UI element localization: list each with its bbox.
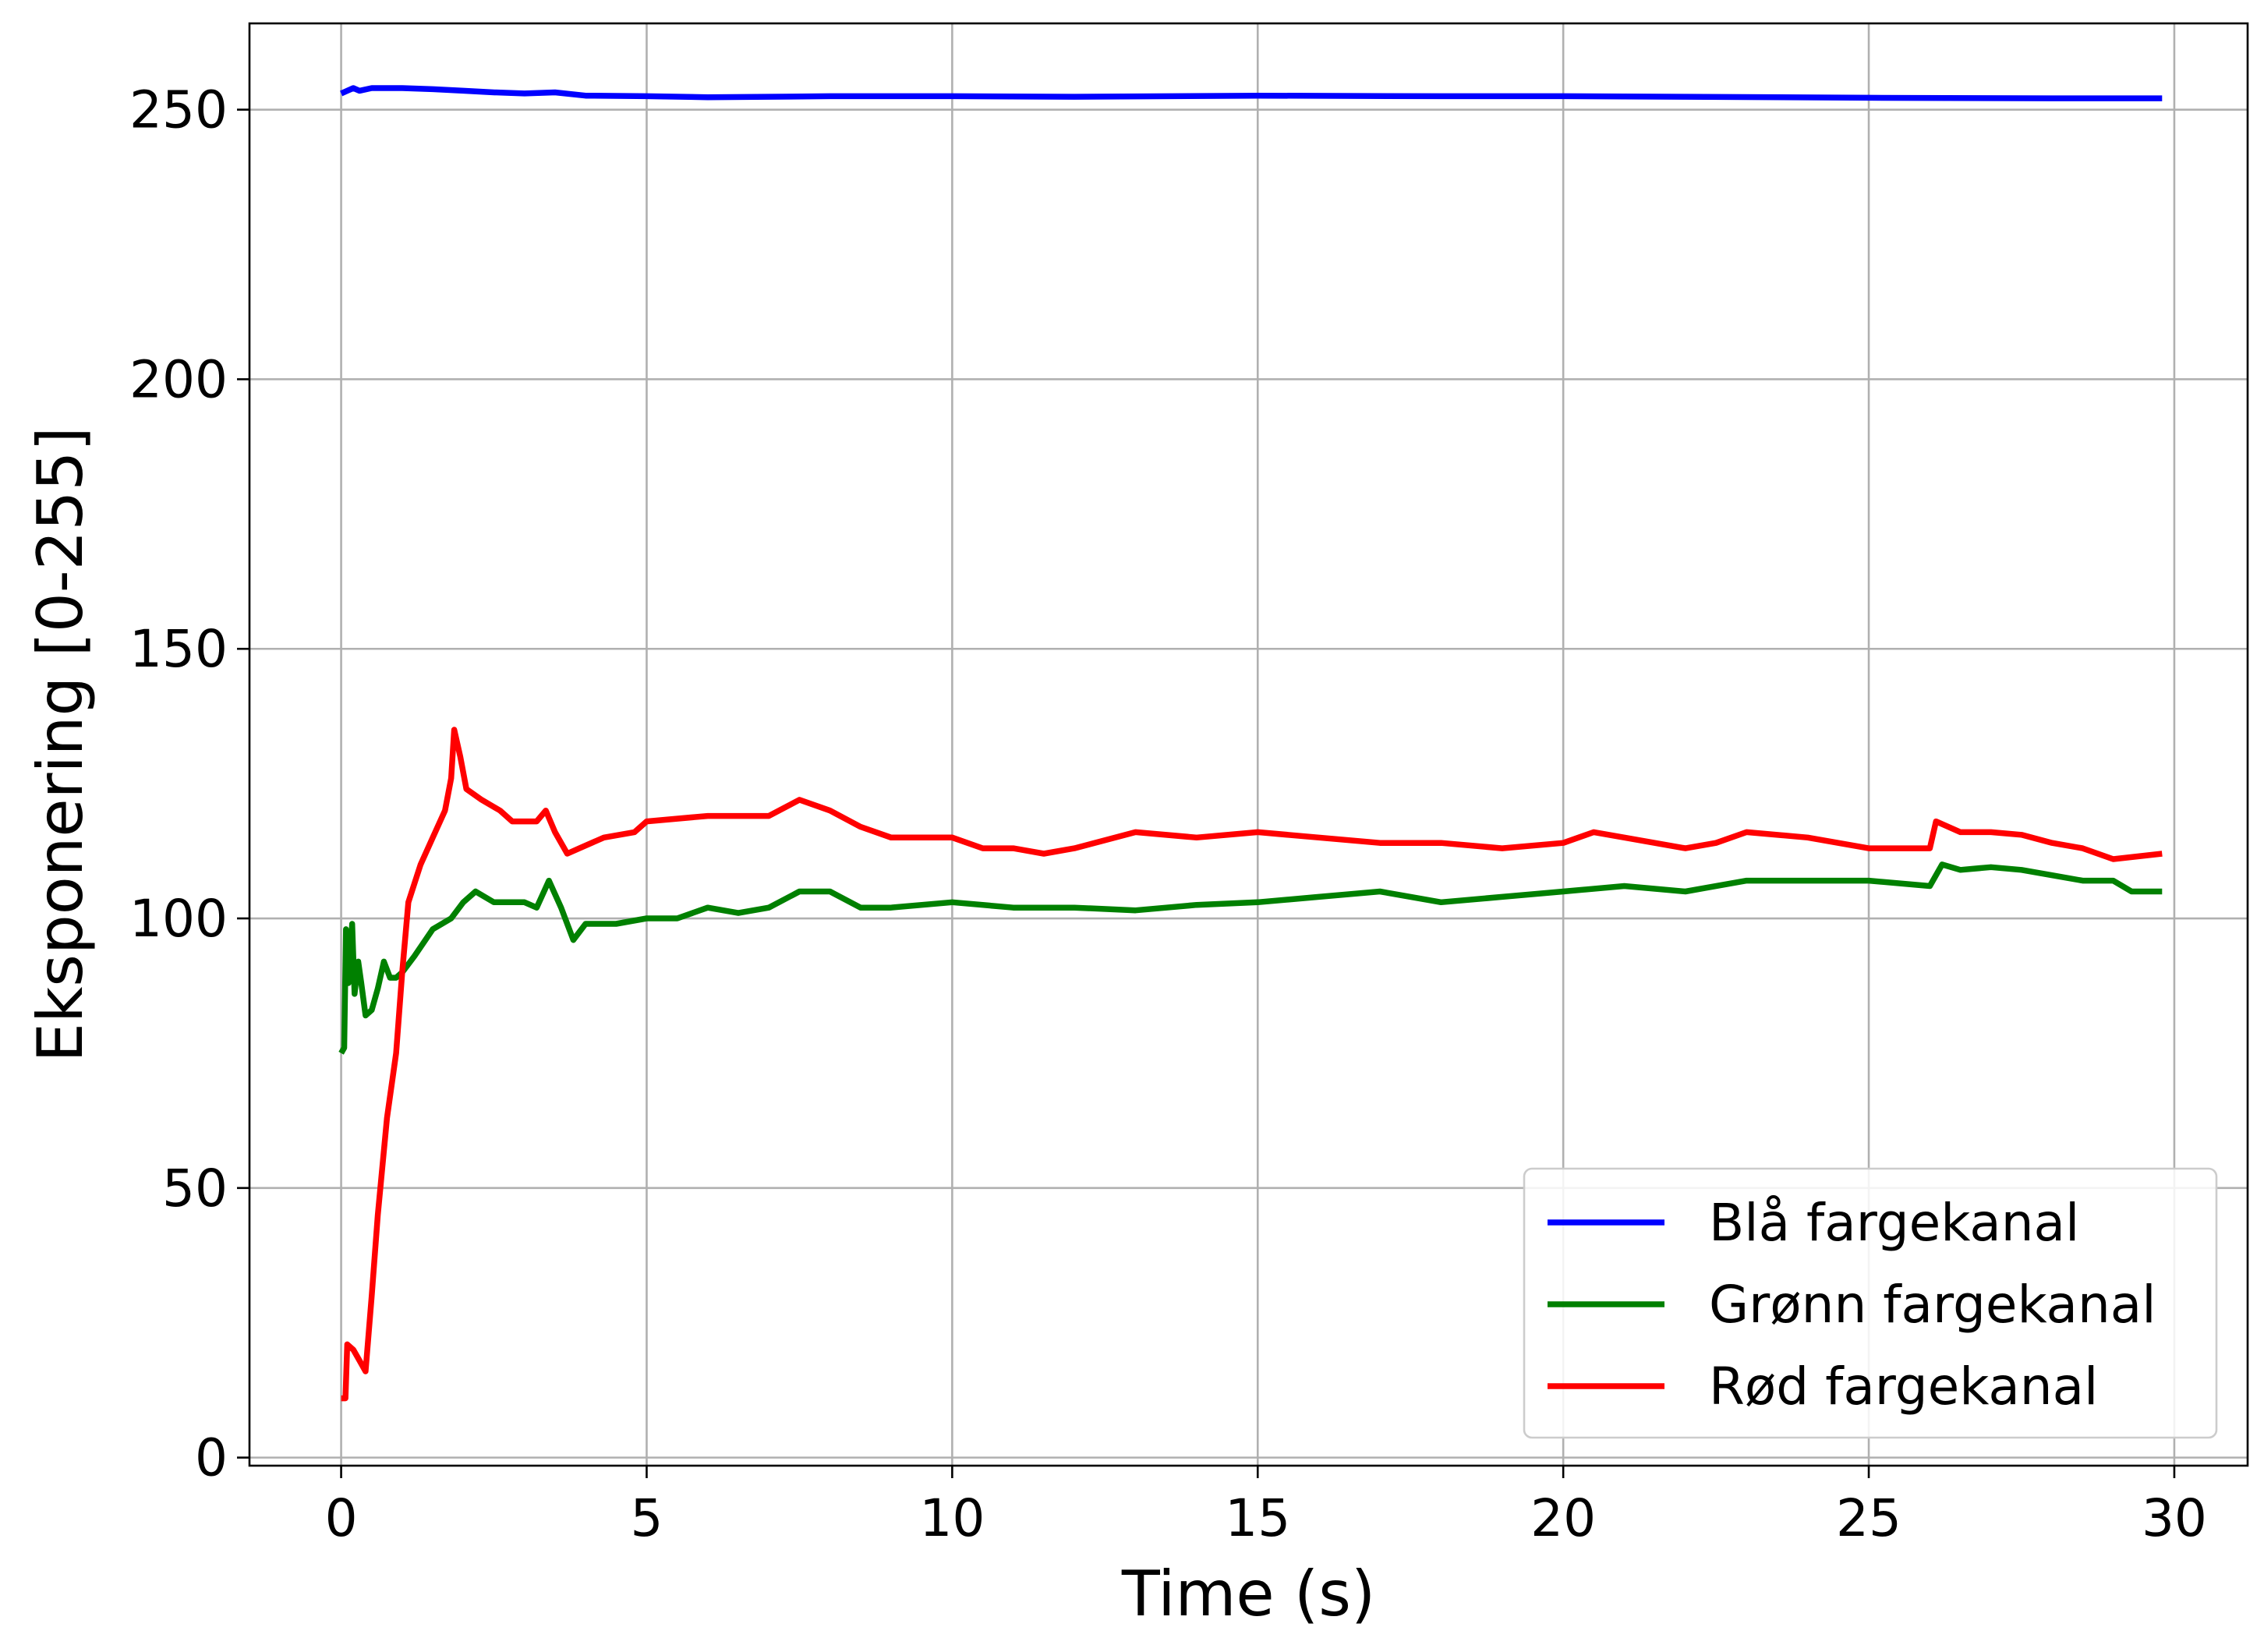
y-tick-label: 200 bbox=[129, 349, 228, 409]
grid-lines bbox=[249, 23, 2248, 1466]
y-axis-title: Eksponering [0-255] bbox=[24, 426, 97, 1062]
legend: Blå fargekanal Grønn fargekanal Rød farg… bbox=[1523, 1167, 2218, 1439]
x-tick-label: 20 bbox=[1530, 1488, 1596, 1548]
series-line-red bbox=[341, 727, 2163, 1402]
y-tick-label: 250 bbox=[129, 80, 228, 140]
legend-label-green: Grønn fargekanal bbox=[1709, 1275, 2156, 1335]
x-tick-label: 25 bbox=[1836, 1488, 1901, 1548]
x-tick-label: 5 bbox=[630, 1488, 663, 1548]
y-tick-label: 100 bbox=[129, 889, 228, 949]
x-tick-label: 15 bbox=[1225, 1488, 1290, 1548]
x-tick-label: 10 bbox=[919, 1488, 985, 1548]
x-tick-label: 30 bbox=[2142, 1488, 2207, 1548]
x-axis-title: Time (s) bbox=[1121, 1558, 1375, 1630]
legend-label-blue: Blå fargekanal bbox=[1709, 1193, 2079, 1253]
plot-frame bbox=[248, 22, 2249, 1467]
series-line-blue bbox=[340, 85, 2163, 101]
x-tick-label: 0 bbox=[325, 1488, 358, 1548]
y-tick-label: 150 bbox=[129, 619, 228, 679]
axis-ticks: 0 5 10 15 20 25 30 0 50 100 150 200 250 bbox=[129, 80, 2207, 1548]
y-tick-label: 0 bbox=[195, 1428, 228, 1488]
legend-box bbox=[1523, 1167, 2218, 1439]
series-line-green bbox=[338, 861, 2163, 1055]
y-tick-label: 50 bbox=[162, 1159, 228, 1219]
series-lines bbox=[338, 85, 2163, 1402]
legend-label-red: Rød fargekanal bbox=[1709, 1357, 2098, 1417]
